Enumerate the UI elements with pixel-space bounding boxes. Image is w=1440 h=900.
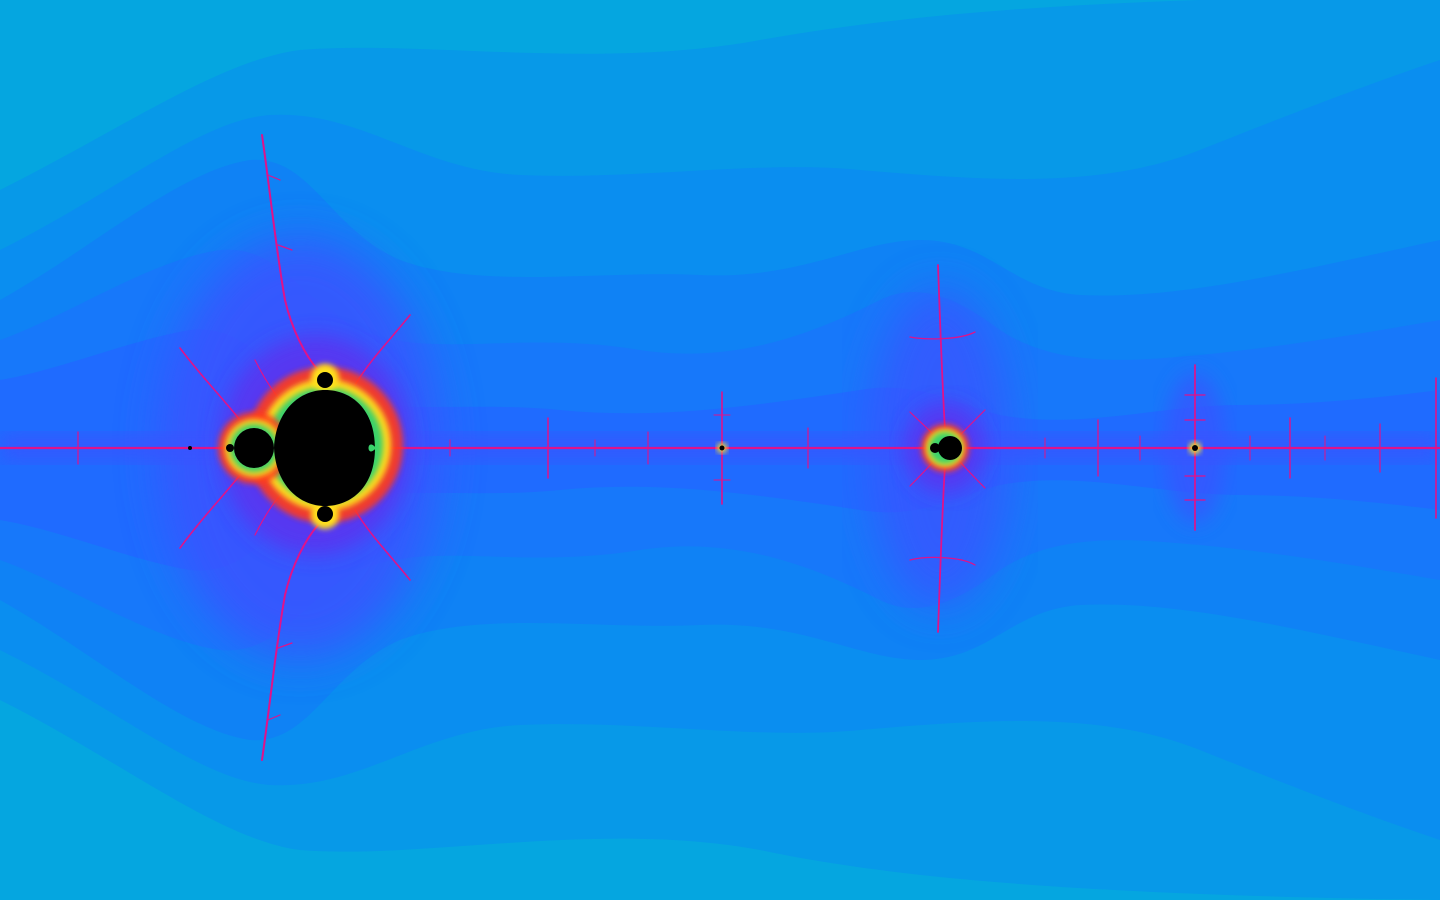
antenna-top-left: [179, 347, 241, 421]
left-mini-bulb: [226, 444, 234, 452]
mini-190: [188, 446, 192, 450]
main-cardioid: [274, 390, 375, 506]
minibrot-antenna-top: [937, 264, 946, 431]
minibrot-branch-bottom: [909, 556, 976, 566]
bottom-bud: [317, 506, 333, 522]
antenna-bottom: [261, 524, 319, 761]
antenna-bottom-left: [179, 474, 241, 549]
top-bud: [317, 372, 333, 388]
tick-top-b: [277, 244, 293, 251]
tick-bottom-a: [267, 714, 281, 721]
mini-1195: [1192, 445, 1198, 451]
minibrot-branch-top: [909, 331, 976, 340]
antenna-top: [261, 134, 319, 371]
minibrot-body: [938, 436, 962, 460]
minibrot-antenna-bottom: [937, 464, 946, 633]
mandelbrot-interior: [188, 372, 1198, 522]
left-bulb: [234, 428, 274, 468]
tick-top-a: [267, 174, 281, 181]
tick-bottom-b: [277, 642, 293, 649]
minibrot-head: [930, 443, 940, 453]
mini-722: [719, 445, 725, 451]
antenna-bottom-right: [354, 509, 411, 581]
cardioid-cusp-notch: [368, 444, 376, 452]
